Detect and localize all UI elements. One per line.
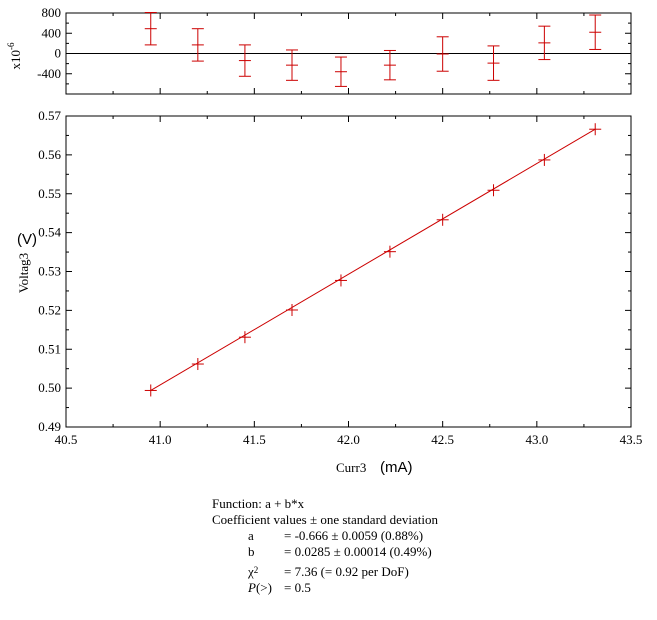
residual-point: [286, 49, 298, 81]
data-point: [436, 213, 449, 226]
fit-results: Function: a + b*x Coefficient values ± o…: [212, 496, 438, 596]
y-tick-label: 0.53: [38, 264, 61, 279]
residual-y-tick-label: 800: [42, 5, 62, 20]
fit-row-b: b = 0.0285 ± 0.00014 (0.49%): [212, 544, 438, 560]
x-tick-label: 42.0: [337, 432, 360, 447]
x-tick-label: 43.5: [620, 432, 643, 447]
fit-row-a: a = -0.666 ± 0.0059 (0.88%): [212, 528, 438, 544]
x-axis-unit: (mA): [380, 459, 413, 476]
fit-line: [150, 128, 596, 391]
residual-point: [383, 49, 396, 81]
x-axis-label: Curr3: [336, 460, 366, 475]
x-tick-label: 41.0: [149, 432, 172, 447]
data-point: [286, 303, 298, 316]
x-tick-label: 40.5: [55, 432, 78, 447]
y-tick-label: 0.57: [38, 108, 61, 123]
x-tick-label: 42.5: [431, 432, 454, 447]
residual-point: [334, 56, 347, 87]
coef-value: = 0.0285 ± 0.00014 (0.49%): [284, 544, 432, 559]
data-point: [144, 384, 157, 397]
y-tick-label: 0.55: [38, 186, 61, 201]
y-tick-label: 0.52: [38, 302, 61, 317]
residual-point: [538, 25, 551, 61]
data-point: [383, 245, 396, 258]
y-tick-label: 0.51: [38, 341, 61, 356]
y-tick-label: 0.49: [38, 419, 61, 434]
chi-square-name: χ2: [248, 564, 259, 579]
fit-function: Function: a + b*x: [212, 496, 305, 511]
p-value: = 0.5: [284, 580, 311, 595]
y-tick-label: 0.56: [38, 147, 61, 162]
data-point: [334, 274, 347, 287]
residual-y-tick-label: 0: [55, 46, 62, 61]
fit-row-p: P(>) = 0.5: [212, 580, 438, 596]
coef-name: b: [248, 544, 255, 559]
data-point: [238, 331, 251, 344]
coef-value: = -0.666 ± 0.0059 (0.88%): [284, 528, 424, 543]
main-plot-frame: [65, 115, 632, 428]
fit-row-chi: χ2 = 7.36 (= 0.92 per DoF): [212, 560, 438, 580]
x-tick-label: 41.5: [243, 432, 266, 447]
residual-point: [436, 36, 449, 72]
residual-y-tick-label: -400: [37, 66, 61, 81]
fit-header: Coefficient values ± one standard deviat…: [212, 512, 439, 527]
fit-chart: 800 400 0 -400 x10-6 40.5 41.0 41.5 42.0 42.5 43…: [6, 5, 643, 476]
residual-axis-label: x10-6: [6, 42, 23, 69]
data-point: [538, 153, 551, 166]
data-point: [191, 358, 204, 371]
residual-point: [191, 28, 204, 62]
coef-name: a: [248, 528, 254, 543]
residual-y-tick-label: 400: [42, 25, 62, 40]
chi-square-value: = 7.36 (= 0.92 per DoF): [284, 564, 409, 579]
y-tick-label: 0.50: [38, 380, 61, 395]
y-axis-unit: (V): [17, 231, 37, 248]
data-point: [487, 184, 500, 197]
residual-point: [238, 44, 251, 77]
y-axis-label: Voltag3: [16, 253, 31, 293]
data-point: [589, 123, 602, 136]
y-tick-label: 0.54: [38, 225, 61, 240]
residual-point: [487, 45, 500, 81]
p-value-name: P(>): [248, 580, 272, 595]
residual-point: [589, 14, 602, 50]
residual-point: [144, 11, 157, 46]
x-tick-label: 43.0: [525, 432, 548, 447]
